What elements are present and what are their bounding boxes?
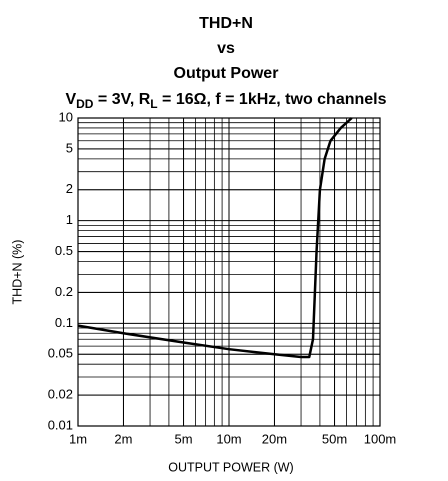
x-tick-label: 100m: [364, 431, 397, 446]
data-line: [77, 117, 353, 359]
subtitle-part: L: [150, 97, 157, 111]
subtitle-part: DD: [76, 97, 94, 111]
subtitle-part: = 3V, R: [93, 91, 150, 108]
subtitle-part: = 16Ω, f = 1kHz, two channels: [158, 91, 387, 108]
chart-title: THD+N: [199, 15, 253, 32]
x-tick-label: 5m: [175, 431, 193, 446]
y-tick-label: 0.5: [55, 243, 73, 258]
y-tick-label: 1: [66, 212, 73, 227]
y-tick-label: 0.02: [48, 387, 73, 402]
x-tick-label: 10m: [216, 431, 241, 446]
y-axis-label: THD+N (%): [10, 240, 24, 305]
y-tick-label: 0.05: [48, 346, 73, 361]
x-tick-label: 20m: [262, 431, 287, 446]
plot-frame: [77, 117, 381, 427]
y-tick-label: 5: [66, 140, 73, 155]
chart-title: Output Power: [174, 65, 279, 82]
y-tick-label: 0.2: [55, 284, 73, 299]
x-axis-label: OUTPUT POWER (W): [168, 460, 293, 474]
y-tick-label: 0.01: [48, 417, 73, 432]
chart-title: vs: [217, 40, 235, 57]
y-tick-label: 10: [59, 109, 73, 124]
y-tick-label: 0.1: [55, 315, 73, 330]
chart-subtitle: VDD = 3V, RL = 16Ω, f = 1kHz, two channe…: [65, 91, 386, 111]
x-tick-label: 2m: [114, 431, 132, 446]
y-tick-label: 2: [66, 181, 73, 196]
x-tick-label: 1m: [69, 431, 87, 446]
x-tick-label: 50m: [322, 431, 347, 446]
subtitle-part: V: [65, 91, 76, 108]
